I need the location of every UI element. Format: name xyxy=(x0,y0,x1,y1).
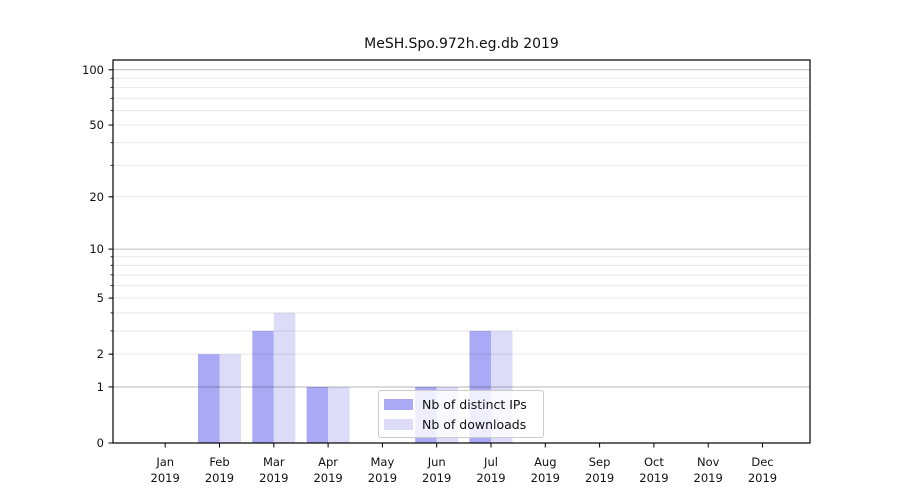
x-tick-label-month: Dec xyxy=(751,455,773,469)
x-tick-label-month: Jun xyxy=(427,455,446,469)
y-tick-label: 100 xyxy=(82,63,104,77)
legend-swatch-downloads xyxy=(384,418,413,430)
legend-swatch-distinct-ips xyxy=(384,398,413,410)
y-tick-label: 0 xyxy=(97,436,104,450)
x-tick-label-year: 2019 xyxy=(694,471,723,485)
x-tick-label-year: 2019 xyxy=(368,471,397,485)
chart-title: MeSH.Spo.972h.eg.db 2019 xyxy=(364,36,559,52)
legend-item-downloads: Nb of downloads xyxy=(384,416,537,432)
y-tick-label: 20 xyxy=(89,190,104,204)
x-tick-label-month: Jan xyxy=(155,455,174,469)
x-tick-label-year: 2019 xyxy=(639,471,668,485)
x-tick-label-year: 2019 xyxy=(205,471,234,485)
x-tick-label-year: 2019 xyxy=(531,471,560,485)
y-tick-label: 5 xyxy=(97,291,104,305)
x-tick-label-year: 2019 xyxy=(585,471,614,485)
x-tick-label-month: May xyxy=(371,455,395,469)
x-tick-label-month: Aug xyxy=(534,455,556,469)
plot-border xyxy=(112,59,811,444)
x-tick-label-month: Mar xyxy=(263,455,285,469)
y-tick-label: 1 xyxy=(97,380,104,394)
bar-downloads xyxy=(328,386,350,443)
y-tick-label: 2 xyxy=(97,347,104,361)
x-tick-label-month: Apr xyxy=(318,455,338,469)
x-tick-label-year: 2019 xyxy=(313,471,342,485)
x-tick-label-month: Oct xyxy=(644,455,664,469)
x-tick-label-year: 2019 xyxy=(748,471,777,485)
x-tick-label-month: Feb xyxy=(209,455,229,469)
x-tick-label-month: Jul xyxy=(483,455,498,469)
x-tick-label-month: Sep xyxy=(589,455,611,469)
legend-label-distinct-ips: Nb of distinct IPs xyxy=(422,396,527,412)
x-tick-label-year: 2019 xyxy=(259,471,288,485)
x-tick-label-year: 2019 xyxy=(151,471,180,485)
legend-item-distinct-ips: Nb of distinct IPs xyxy=(384,396,537,412)
x-tick-label-month: Nov xyxy=(697,455,720,469)
bar-distinct-ips xyxy=(198,354,220,443)
bar-downloads xyxy=(219,354,241,443)
bar-downloads xyxy=(273,312,296,443)
y-tick-label: 10 xyxy=(89,242,104,256)
bar-distinct-ips xyxy=(306,386,329,443)
legend: Nb of distinct IPs Nb of downloads xyxy=(378,390,544,438)
legend-label-downloads: Nb of downloads xyxy=(422,416,527,432)
x-tick-label-year: 2019 xyxy=(422,471,451,485)
y-tick-label: 50 xyxy=(89,118,104,132)
x-tick-label-year: 2019 xyxy=(476,471,505,485)
bar-distinct-ips xyxy=(252,330,274,443)
